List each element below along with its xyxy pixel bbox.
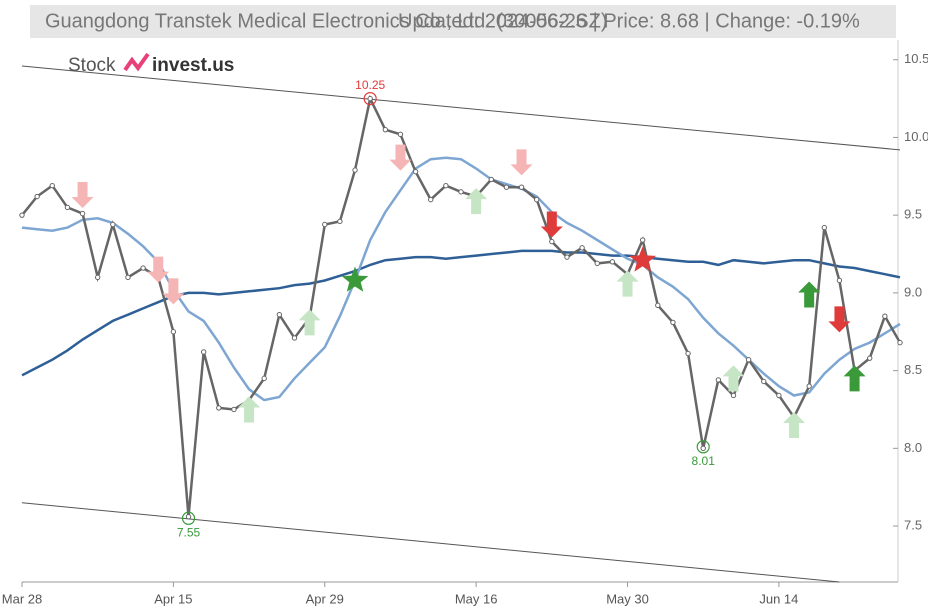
logo-icon: [123, 52, 150, 72]
signal-star: [629, 246, 656, 272]
buy-arrow: [616, 270, 639, 297]
y-tick-label: 8.0: [904, 440, 922, 455]
trend-line: [21, 502, 840, 583]
buy-arrow: [783, 412, 806, 439]
price-point: [216, 405, 222, 411]
price-point: [655, 302, 661, 309]
sell-arrow: [162, 278, 185, 305]
extreme-marker: [363, 91, 377, 106]
x-tick-label: May 16: [455, 591, 498, 606]
x-tick-label: Mar 28: [2, 591, 42, 606]
price-point: [715, 377, 722, 383]
price-point: [579, 245, 585, 251]
title-bar: [30, 5, 896, 38]
price-point: [488, 176, 494, 183]
sell-arrow: [71, 181, 94, 208]
price-point: [94, 274, 101, 281]
price-point: [428, 196, 434, 203]
y-tick-label: 7.5: [904, 517, 922, 532]
price-point: [443, 182, 449, 189]
price-point: [397, 131, 404, 138]
price-point: [34, 193, 40, 200]
series-line: [21, 156, 901, 402]
sell-arrow: [828, 306, 851, 333]
extreme-label: 7.55: [177, 525, 201, 539]
extreme-label: 10.25: [355, 78, 385, 92]
logo-right: invest.us: [152, 55, 234, 76]
price-point: [337, 218, 343, 225]
price-point: [367, 95, 373, 102]
signal-star: [341, 266, 369, 292]
price-point: [382, 126, 389, 133]
price-point: [19, 212, 25, 218]
series-line: [21, 94, 902, 517]
price-point: [594, 260, 600, 267]
price-point: [730, 392, 737, 399]
extreme-marker: [696, 440, 710, 454]
sell-arrow: [147, 256, 170, 283]
logo-left: Stock: [68, 55, 116, 76]
price-point: [882, 313, 888, 319]
y-tick-label: 10.5: [904, 51, 928, 66]
x-tick-label: Apr 15: [154, 591, 192, 606]
chart-title: Guangdong Transtek Medical Electronics C…: [45, 10, 608, 32]
buy-arrow: [843, 365, 866, 392]
buy-arrow: [298, 309, 321, 336]
buy-arrow: [722, 365, 745, 392]
price-point: [867, 355, 873, 361]
price-point: [533, 196, 540, 203]
price-point: [821, 224, 828, 231]
price-point: [685, 350, 691, 357]
x-tick-label: May 30: [606, 591, 649, 606]
price-point: [322, 221, 328, 228]
x-tick-label: Jun 14: [759, 591, 798, 606]
price-point: [412, 168, 419, 175]
price-point: [745, 357, 752, 363]
price-point: [276, 311, 283, 318]
sell-arrow: [540, 211, 563, 238]
sell-arrow: [510, 149, 533, 176]
price-point: [897, 339, 903, 346]
y-tick-label: 8.5: [904, 362, 922, 377]
price-point: [458, 189, 464, 195]
price-point: [110, 221, 116, 228]
price-point: [64, 204, 71, 211]
price-point: [549, 238, 555, 245]
price-point: [185, 514, 192, 520]
price-point: [761, 378, 767, 385]
price-point: [49, 182, 55, 189]
y-tick-label: 9.0: [904, 284, 922, 299]
trend-line: [21, 65, 901, 151]
price-point: [639, 237, 646, 243]
price-point: [503, 184, 510, 190]
buy-arrow: [465, 188, 488, 215]
buy-arrow: [238, 396, 261, 423]
price-point: [564, 254, 570, 260]
price-point: [670, 319, 676, 326]
price-point: [518, 184, 525, 190]
price-point: [836, 277, 843, 284]
price-point: [200, 349, 207, 355]
price-point: [170, 329, 177, 335]
x-tick-label: Apr 29: [306, 591, 344, 606]
price-point: [261, 375, 267, 382]
price-point: [352, 167, 358, 173]
y-tick-label: 9.5: [904, 207, 922, 222]
price-point: [125, 274, 131, 281]
sell-arrow: [389, 144, 412, 171]
price-point: [231, 406, 237, 413]
price-point: [609, 259, 616, 265]
price-point: [79, 210, 86, 217]
extreme-marker: [181, 511, 196, 525]
y-tick-label: 10.0: [904, 129, 928, 144]
price-point: [291, 335, 298, 341]
buy-arrow: [798, 281, 821, 308]
price-point: [140, 265, 146, 271]
extreme-label: 8.01: [692, 454, 716, 468]
price-point: [776, 392, 782, 399]
price-point: [700, 445, 706, 452]
price-point: [806, 383, 812, 389]
chart-subtitle: Updated: 2024-06-26 | Price: 8.68 | Chan…: [398, 10, 860, 32]
